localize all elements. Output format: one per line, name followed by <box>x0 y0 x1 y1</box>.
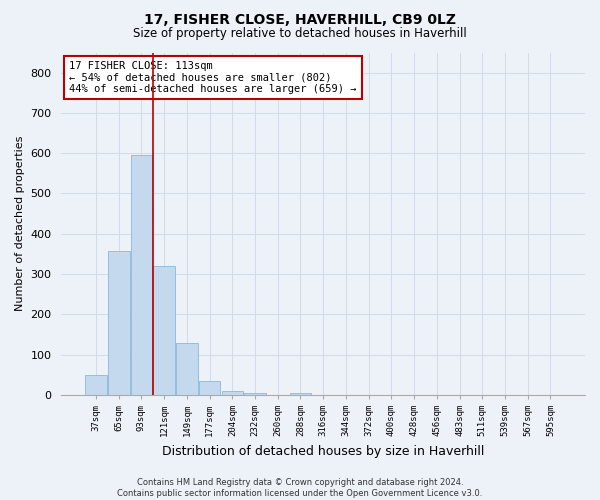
Bar <box>290 393 311 395</box>
Bar <box>244 393 266 395</box>
Bar <box>131 155 152 395</box>
Text: 17 FISHER CLOSE: 113sqm
← 54% of detached houses are smaller (802)
44% of semi-d: 17 FISHER CLOSE: 113sqm ← 54% of detache… <box>69 61 357 94</box>
Bar <box>176 342 197 395</box>
Bar <box>199 381 220 395</box>
Bar <box>221 391 243 395</box>
Y-axis label: Number of detached properties: Number of detached properties <box>15 136 25 312</box>
Bar <box>154 266 175 395</box>
Bar <box>108 250 130 395</box>
Text: Size of property relative to detached houses in Haverhill: Size of property relative to detached ho… <box>133 28 467 40</box>
Bar <box>85 374 107 395</box>
Text: 17, FISHER CLOSE, HAVERHILL, CB9 0LZ: 17, FISHER CLOSE, HAVERHILL, CB9 0LZ <box>144 12 456 26</box>
X-axis label: Distribution of detached houses by size in Haverhill: Distribution of detached houses by size … <box>162 444 484 458</box>
Text: Contains HM Land Registry data © Crown copyright and database right 2024.
Contai: Contains HM Land Registry data © Crown c… <box>118 478 482 498</box>
